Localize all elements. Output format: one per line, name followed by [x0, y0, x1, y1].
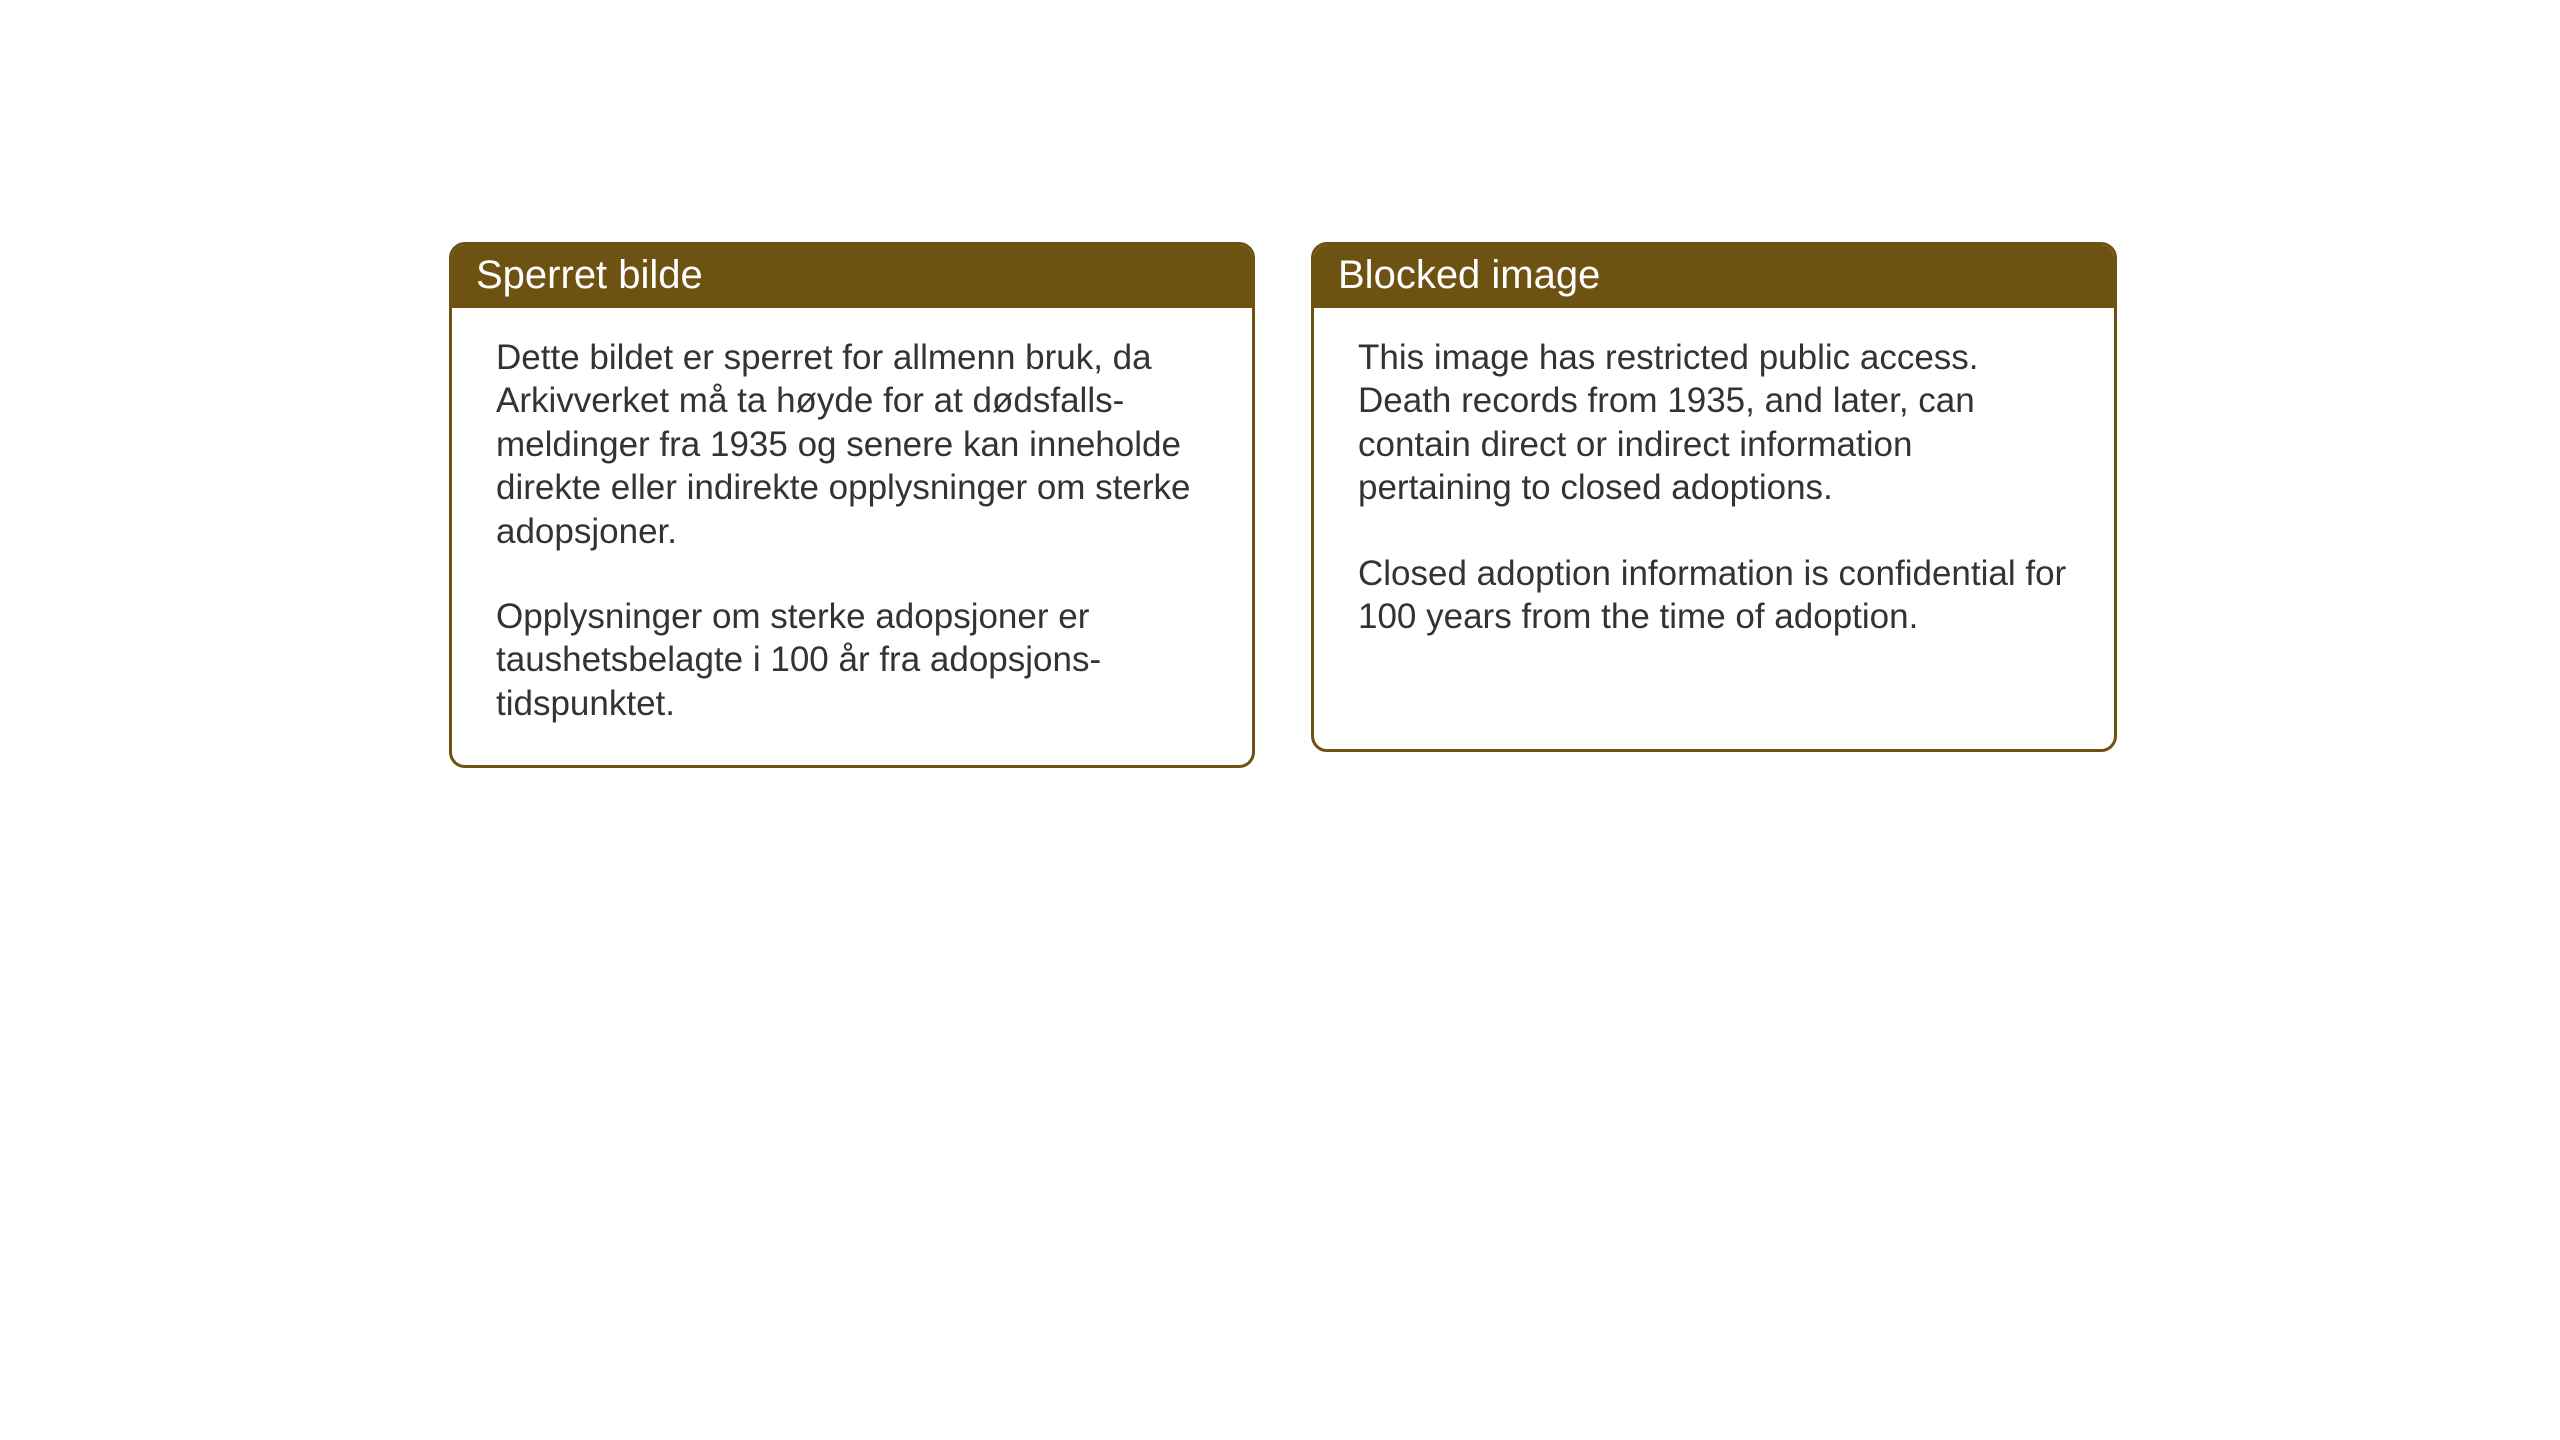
notice-box-norwegian: Sperret bilde Dette bildet er sperret fo… — [449, 242, 1255, 768]
notice-body-english: This image has restricted public access.… — [1314, 308, 2114, 678]
notice-box-english: Blocked image This image has restricted … — [1311, 242, 2117, 752]
notice-paragraph: This image has restricted public access.… — [1358, 336, 2070, 510]
notice-header-english: Blocked image — [1314, 245, 2114, 308]
notice-paragraph: Dette bildet er sperret for allmenn bruk… — [496, 336, 1208, 553]
notice-paragraph: Opplysninger om sterke adopsjoner er tau… — [496, 595, 1208, 725]
notice-paragraph: Closed adoption information is confident… — [1358, 552, 2070, 639]
notice-container: Sperret bilde Dette bildet er sperret fo… — [0, 0, 2560, 768]
notice-header-norwegian: Sperret bilde — [452, 245, 1252, 308]
notice-body-norwegian: Dette bildet er sperret for allmenn bruk… — [452, 308, 1252, 765]
